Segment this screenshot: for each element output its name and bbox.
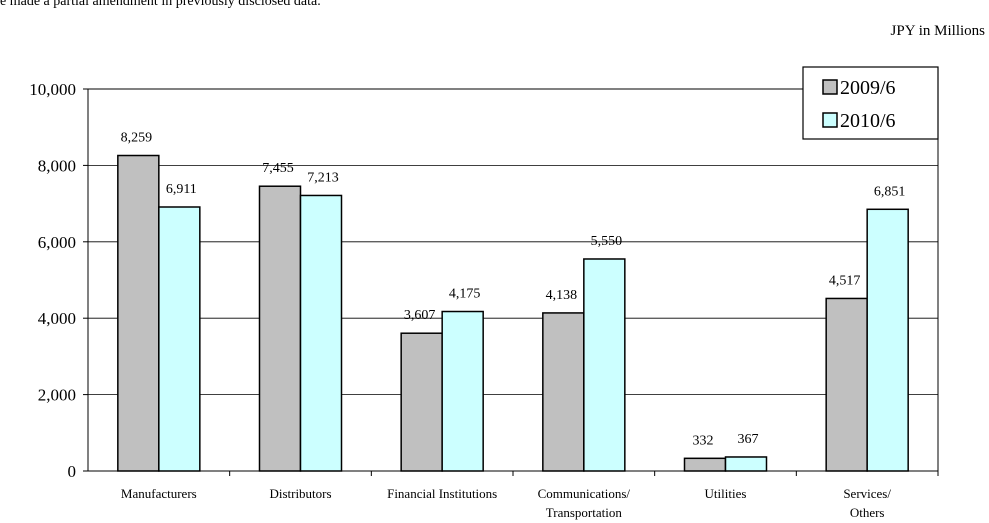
bar-2009-6 — [683, 457, 727, 472]
y-tick-label: 6,000 — [38, 233, 76, 252]
data-label: 3,607 — [404, 308, 436, 323]
y-tick-label: 4,000 — [38, 309, 76, 328]
bar-2010-6 — [441, 310, 484, 472]
data-label: 7,455 — [262, 161, 294, 176]
plot-area — [87, 88, 939, 472]
data-label: 6,851 — [874, 184, 906, 199]
bar-2010-6 — [724, 456, 768, 472]
y-tick-label: 8,000 — [38, 156, 76, 175]
bar-2009-6 — [400, 332, 443, 472]
bar-2010-6 — [299, 194, 343, 472]
unit-label: JPY in Millions — [890, 23, 985, 39]
amendment-note: e made a partial amendment in previously… — [0, 0, 321, 9]
x-category-label: Distributors — [269, 486, 331, 501]
x-category-label: Financial Institutions — [387, 486, 497, 501]
data-label: 4,175 — [449, 287, 481, 302]
data-label: 367 — [738, 432, 759, 447]
x-category-label: Services/Others — [843, 486, 891, 520]
x-category-label: Manufacturers — [121, 486, 197, 501]
data-label: 4,517 — [829, 273, 861, 288]
data-label: 5,550 — [591, 234, 623, 249]
y-tick-label: 2,000 — [38, 386, 76, 405]
x-category-label: Utilities — [705, 486, 747, 501]
bar-2009-6 — [825, 297, 868, 472]
bar-2009-6 — [258, 185, 302, 472]
bar-2009-6 — [542, 312, 585, 472]
legend-label: 2010/6 — [840, 110, 896, 132]
legend-label: 2009/6 — [840, 77, 896, 99]
data-label: 6,911 — [166, 182, 197, 197]
bar-2010-6 — [158, 206, 201, 472]
data-label: 332 — [693, 433, 714, 448]
y-tick-label: 0 — [68, 462, 77, 481]
legend-swatch — [822, 79, 838, 95]
legend-swatch — [822, 112, 838, 128]
y-tick-label: 10,000 — [29, 80, 76, 99]
data-label: 7,213 — [307, 170, 339, 185]
bar-2010-6 — [583, 258, 626, 472]
bar-2010-6 — [866, 208, 909, 472]
data-label: 8,259 — [121, 131, 153, 146]
bar-2009-6 — [117, 154, 160, 472]
data-label: 4,138 — [546, 288, 578, 303]
x-category-label: Communications/Transportation — [538, 486, 631, 520]
